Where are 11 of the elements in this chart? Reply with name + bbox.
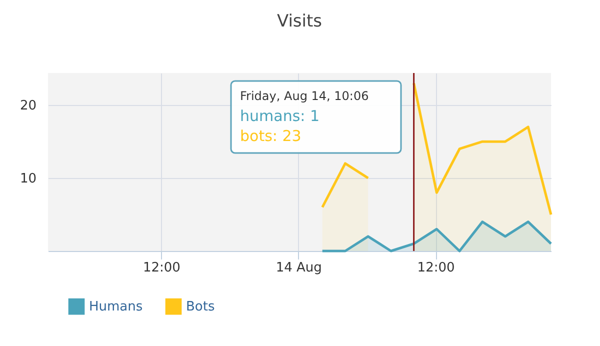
y-tick-label: 10: [20, 172, 36, 187]
x-tick-label: 12:00: [142, 260, 180, 276]
legend-label: Bots: [186, 300, 215, 315]
x-tick-label: 14 Aug: [276, 260, 322, 276]
annotation: Friday, Aug 14, 10:06: [240, 89, 369, 103]
annotation: humans: 1: [240, 107, 320, 125]
chart-title: Visits: [276, 11, 322, 32]
legend-label: Humans: [89, 300, 143, 315]
annotation: bots: 23: [240, 127, 302, 145]
x-tick-label: 12:00: [417, 260, 455, 276]
y-tick-label: 20: [20, 98, 36, 114]
